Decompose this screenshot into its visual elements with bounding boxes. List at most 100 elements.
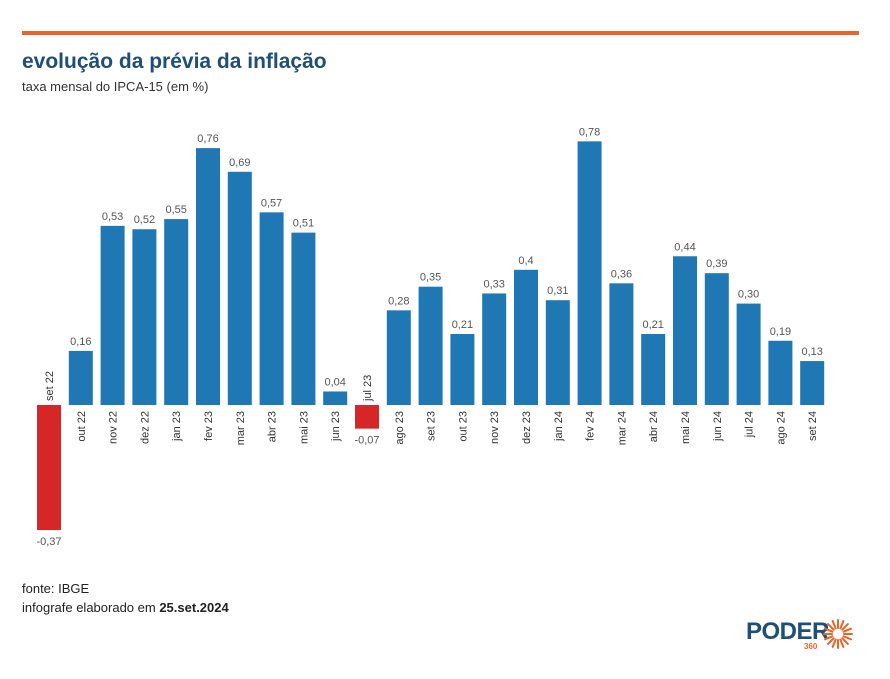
bar-fev-23	[196, 148, 220, 405]
value-label: 0,55	[165, 204, 186, 216]
bar-mai-23	[291, 232, 316, 405]
value-label: 0,76	[197, 133, 218, 145]
category-label: mai 24	[680, 411, 692, 444]
logo-brand: PODER	[746, 618, 829, 645]
value-label: 0,28	[388, 295, 409, 307]
bar-mar-23	[227, 171, 252, 405]
poder360-logo: PODER 360	[746, 618, 856, 658]
category-label: jun 24	[712, 411, 724, 442]
source-label: fonte: IBGE	[22, 581, 90, 596]
bar-abr-24	[641, 334, 666, 405]
category-label: jul 24	[744, 411, 756, 438]
value-label: 0,51	[293, 218, 314, 230]
category-label: set 23	[426, 411, 438, 441]
value-label: 0,53	[102, 211, 123, 223]
value-label: 0,13	[801, 346, 822, 358]
bar-set-24	[800, 361, 825, 405]
category-label: out 22	[76, 411, 88, 442]
sun-ray	[841, 637, 849, 645]
bar-jan-23	[164, 219, 189, 405]
logo-sub: 360	[804, 642, 818, 651]
sun-ray	[842, 635, 852, 641]
bar-ago-23	[386, 310, 411, 405]
value-label: 0,21	[452, 319, 473, 331]
value-label: 0,30	[738, 289, 759, 301]
bar-nov-22	[100, 225, 125, 405]
value-label: 0,39	[706, 258, 727, 270]
value-label: -0,07	[354, 435, 379, 447]
bar-jun-23	[323, 391, 348, 405]
value-label: 0,21	[642, 319, 663, 331]
sun-ray	[841, 623, 849, 631]
category-label: jun 23	[330, 411, 342, 442]
value-label: 0,35	[420, 272, 441, 284]
bar-ago-24	[768, 340, 793, 405]
sun-ray	[824, 635, 834, 641]
category-label: ago 23	[394, 411, 406, 445]
bar-jul-23	[355, 405, 379, 429]
chart-subtitle: taxa mensal do IPCA-15 (em %)	[22, 79, 209, 94]
sun-ray	[831, 638, 837, 648]
value-label: 0,04	[324, 376, 345, 388]
bar-mai-24	[673, 256, 697, 405]
bar-fev-24	[577, 141, 602, 406]
chart-title: evolução da prévia da inflação	[22, 50, 327, 73]
bar-dez-22	[132, 229, 157, 405]
made-date: 25.set.2024	[159, 600, 229, 615]
sun-burst-icon	[823, 619, 853, 649]
value-label: 0,69	[229, 157, 250, 169]
category-label: dez 23	[521, 411, 533, 444]
sun-ray	[839, 620, 845, 630]
category-label: jul 23	[362, 375, 374, 402]
category-label: dez 22	[139, 411, 151, 444]
made-prefix: infografe elaborado em	[22, 600, 156, 615]
category-label: jan 24	[553, 411, 565, 442]
sun-ray	[827, 637, 835, 645]
top-accent-rule	[22, 31, 859, 35]
category-label: ago 24	[775, 411, 787, 445]
category-label: abr 23	[267, 411, 279, 442]
bar-set-22	[37, 405, 61, 531]
category-label: set 24	[807, 411, 819, 441]
sun-ray	[831, 620, 837, 630]
bar-abr-23	[259, 212, 284, 405]
category-label: mai 23	[298, 411, 310, 444]
category-label: out 23	[457, 411, 469, 442]
category-label: mar 23	[235, 411, 247, 445]
bar-dez-23	[514, 269, 538, 405]
value-label: 0,19	[770, 326, 791, 338]
bar-nov-23	[482, 293, 507, 405]
bar-jul-24	[736, 303, 761, 405]
category-label: set 22	[44, 371, 56, 401]
value-label: 0,36	[611, 268, 632, 280]
category-label: fev 23	[203, 411, 215, 441]
value-label: 0,57	[261, 197, 282, 209]
bar-out-22	[68, 350, 93, 405]
value-label: 0,44	[674, 241, 695, 253]
category-label: mar 24	[616, 411, 628, 445]
bar-jun-24	[704, 273, 729, 405]
sun-ray	[824, 627, 834, 633]
category-label: abr 24	[648, 411, 660, 442]
bar-mar-24	[609, 283, 634, 405]
sun-ray	[839, 638, 845, 648]
category-label: fev 24	[585, 411, 597, 441]
category-label: nov 23	[489, 411, 501, 444]
category-label: nov 22	[108, 411, 120, 444]
value-label: 0,4	[518, 255, 533, 267]
sun-ray	[827, 623, 835, 631]
value-label: 0,33	[483, 278, 504, 290]
value-label: -0,37	[36, 536, 61, 548]
bar-set-23	[418, 286, 443, 405]
value-label: 0,16	[70, 336, 91, 348]
value-label: 0,52	[134, 214, 155, 226]
bar-jan-24	[545, 300, 570, 405]
value-label: 0,78	[579, 126, 600, 138]
source-note: fonte: IBGE infografe elaborado em 25.se…	[22, 579, 229, 617]
sun-ray	[842, 627, 852, 633]
made-note: infografe elaborado em 25.set.2024	[22, 598, 229, 617]
category-label: jan 23	[171, 411, 183, 442]
value-label: 0,31	[547, 285, 568, 297]
bar-out-23	[450, 334, 475, 405]
